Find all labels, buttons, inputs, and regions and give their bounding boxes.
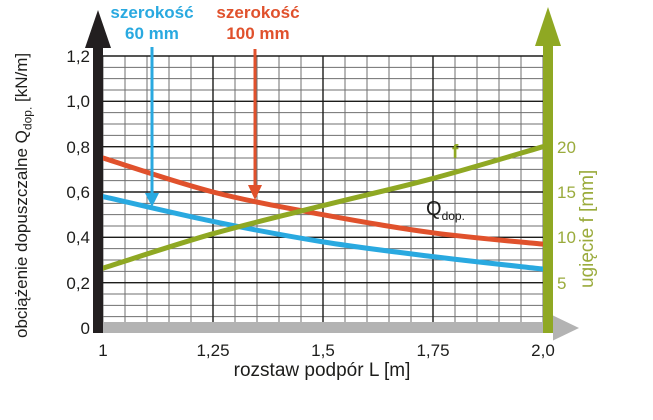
legend-arrowhead-60mm-icon [145, 193, 159, 207]
y-axis-left-arrow-icon [85, 10, 111, 48]
y-axis-right-arrow-icon [535, 7, 561, 46]
series-curve-f [100, 144, 546, 271]
y-axis-right-bar [543, 43, 553, 333]
y-axis-left-bar [93, 44, 103, 333]
series-curve-60mm [100, 194, 546, 272]
legend-arrowhead-100mm-icon [248, 185, 262, 200]
x-axis-bar [103, 322, 553, 333]
series-curve-100mm [100, 155, 546, 247]
x-axis-arrow-icon [553, 315, 579, 341]
